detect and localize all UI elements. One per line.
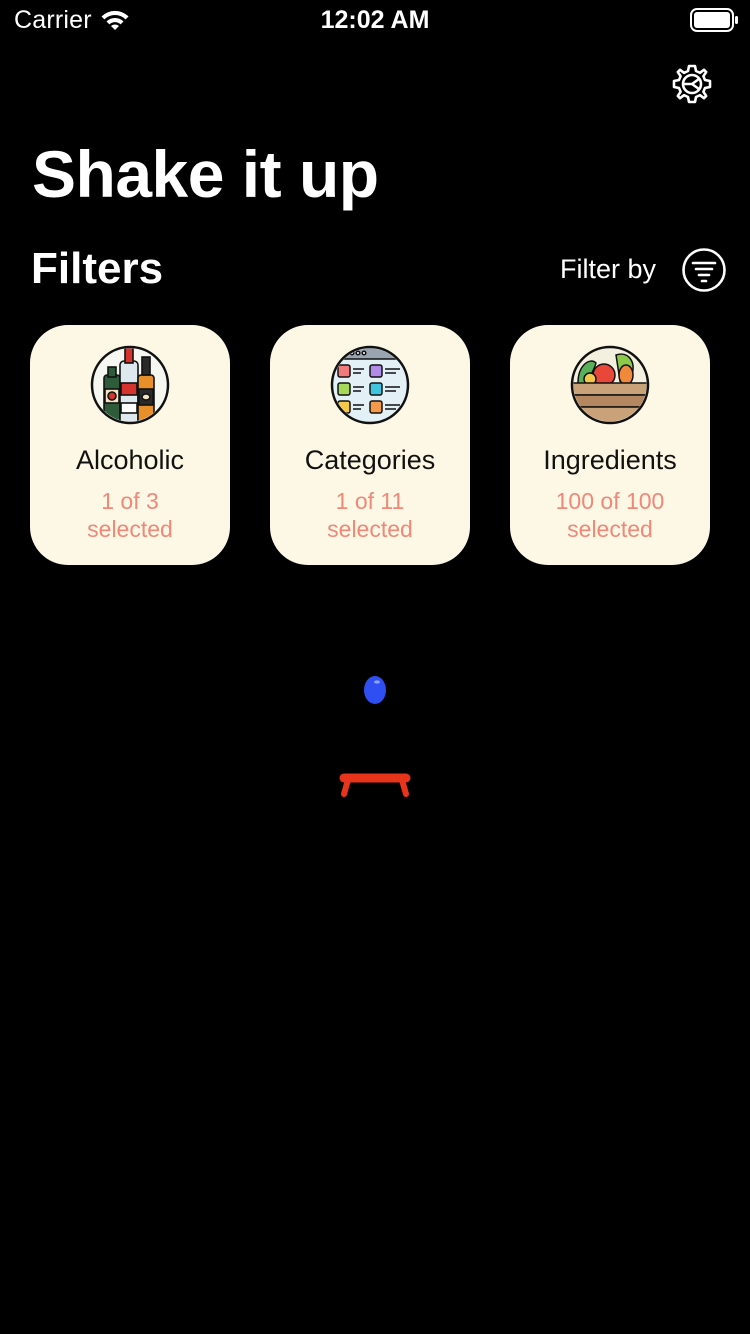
carrier-label: Carrier [14, 6, 92, 34]
card-selection-count: 1 of 3 selected [87, 488, 173, 542]
gear-icon[interactable] [668, 60, 716, 108]
card-selection-count: 1 of 11 selected [327, 488, 413, 542]
card-label: Ingredients [543, 445, 677, 475]
filters-heading: Filters [31, 244, 164, 293]
wifi-icon [101, 10, 129, 30]
filter-card-alcoholic[interactable]: Alcoholic 1 of 3 selected [30, 325, 230, 565]
status-time: 12:02 AM [320, 6, 430, 34]
bottles-icon [90, 345, 170, 425]
filter-card-ingredients[interactable]: Ingredients 100 of 100 selected [510, 325, 710, 565]
battery-icon [690, 8, 738, 32]
mascot-figure [339, 676, 411, 797]
page-title: Shake it up [32, 137, 379, 211]
card-selection-count: 100 of 100 selected [555, 488, 665, 542]
categories-list-icon [330, 345, 410, 425]
filter-cards: Alcoholic 1 of 3 selected [30, 325, 730, 565]
card-label: Categories [304, 445, 436, 475]
filter-card-categories[interactable]: Categories 1 of 11 selected [270, 325, 470, 565]
card-label: Alcoholic [75, 445, 185, 475]
filter-icon[interactable] [681, 247, 727, 293]
filter-by-label[interactable]: Filter by [560, 254, 657, 284]
produce-crate-icon [570, 345, 650, 425]
status-bar: Carrier 12:02 AM [0, 0, 750, 40]
